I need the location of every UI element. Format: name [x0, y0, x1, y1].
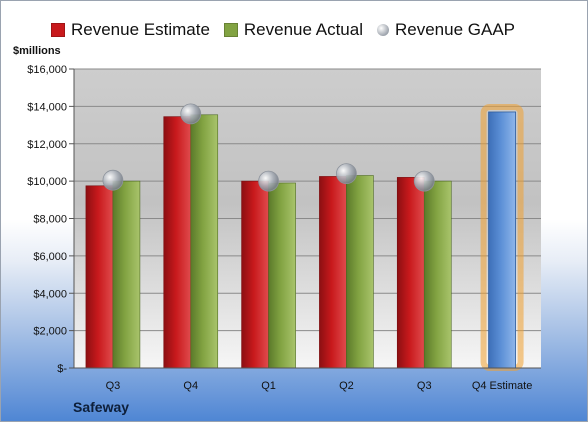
y-tick-label: $-: [57, 363, 67, 375]
y-tick-label: $14,000: [27, 101, 67, 113]
bar-revenue-estimate: [319, 176, 347, 369]
legend-marker-gaap: [377, 24, 389, 36]
marker-revenue-gaap: [258, 170, 279, 192]
x-tick-label: Q2: [339, 380, 354, 392]
x-tick-label: Q4: [183, 380, 198, 392]
bar-revenue-actual: [112, 180, 141, 369]
x-tick-label: Q4 Estimate: [472, 380, 533, 392]
x-tick-label: Q3: [106, 380, 121, 392]
legend-item-actual: Revenue Actual: [223, 20, 363, 40]
legend-label-gaap: Revenue GAAP: [395, 20, 516, 39]
y-tick-label: $10,000: [27, 176, 67, 188]
company-label: Safeway: [73, 399, 130, 415]
bar-revenue-actual: [346, 175, 374, 369]
bar-revenue-forecast: [488, 111, 516, 369]
bar-revenue-actual: [268, 182, 296, 369]
bar-revenue-actual: [423, 180, 452, 369]
legend: Revenue Estimate Revenue Actual Revenue …: [51, 17, 529, 43]
marker-revenue-gaap: [180, 103, 202, 125]
marker-revenue-gaap: [102, 169, 124, 191]
legend-label-estimate: Revenue Estimate: [71, 20, 210, 39]
legend-item-estimate: Revenue Estimate: [51, 20, 210, 40]
y-tick-label: $12,000: [27, 139, 67, 151]
bar-revenue-estimate: [396, 177, 425, 369]
x-tick-label: Q3: [417, 380, 432, 392]
y-axis-units-label: $millions: [13, 45, 61, 57]
marker-revenue-gaap: [413, 170, 435, 192]
bar-revenue-actual: [190, 114, 219, 369]
legend-swatch-actual: [223, 23, 238, 37]
bar-revenue-estimate: [241, 180, 269, 369]
marker-revenue-gaap: [336, 163, 357, 185]
bar-revenue-estimate: [85, 185, 114, 369]
legend-swatch-estimate: [51, 23, 65, 37]
legend-label-actual: Revenue Actual: [243, 20, 363, 39]
y-tick-label: $6,000: [33, 251, 67, 263]
y-tick-label: $2,000: [33, 326, 67, 338]
y-tick-label: $4,000: [33, 288, 67, 300]
y-tick-label: $16,000: [27, 64, 67, 76]
x-tick-label: Q1: [261, 380, 276, 392]
bar-revenue-estimate: [163, 116, 192, 369]
y-tick-label: $8,000: [33, 214, 67, 226]
legend-item-gaap: Revenue GAAP: [377, 20, 515, 40]
